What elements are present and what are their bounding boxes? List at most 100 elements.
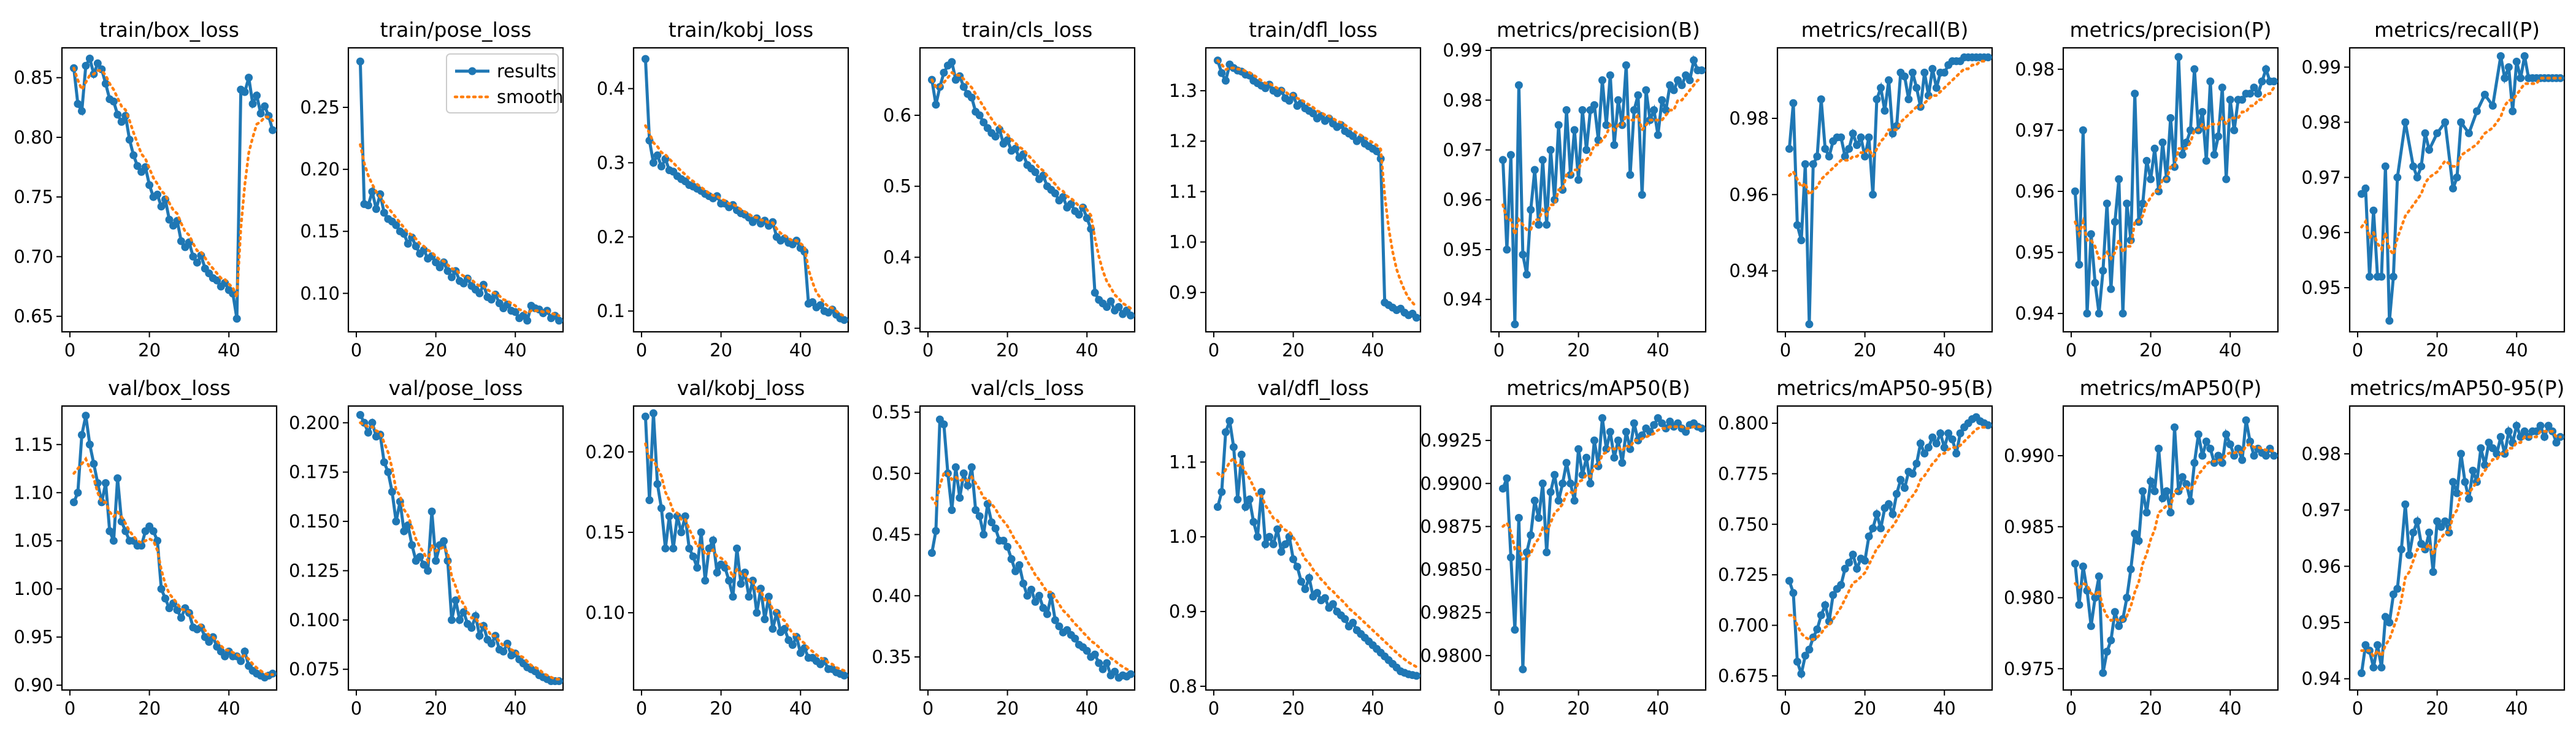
results-point [972,506,980,515]
results-point [2226,96,2234,104]
x-tick-label: 0 [64,340,75,361]
results-point [2242,416,2250,424]
results-point [2158,494,2167,502]
results-point [1543,220,1551,229]
results-point [2091,594,2099,602]
results-point [1698,66,1706,75]
results-point [424,567,432,575]
results-point [1865,133,1873,142]
results-point [1281,540,1290,548]
results-point [1944,429,1953,437]
results-point [1920,68,1929,77]
results-point [780,624,789,633]
y-tick-label: 0.95 [1443,239,1482,260]
y-tick-label: 0.4 [883,247,911,267]
y-tick-label: 0.3 [883,318,911,339]
y-tick-label: 0.96 [1443,190,1482,210]
results-point [2075,261,2083,269]
results-point [1562,106,1571,114]
results-point [2520,427,2529,435]
subplot-title: val/cls_loss [971,376,1084,400]
results-point [689,552,697,561]
results-point [2552,439,2561,447]
x-tick-label: 0 [351,340,362,361]
results-series-line [1216,420,1417,678]
results-point [2079,126,2087,134]
results-point [737,580,745,588]
subplot-title: metrics/mAP50-95(P) [2350,376,2565,400]
subplot-2: train/kobj_loss 0 20 40 0.1 0.2 0.3 0.4 [597,18,849,361]
legend-results-marker [468,67,477,75]
y-tick-label: 1.2 [1169,131,1197,151]
results-point [940,420,948,429]
results-point [1083,646,1091,655]
results-point [2270,451,2278,460]
plot-frame [919,47,1136,333]
results-point [1869,190,1877,199]
results-point [2142,156,2151,165]
results-point [101,79,110,88]
results-point [1566,479,1575,488]
results-point [1801,651,1809,660]
results-point [1245,495,1254,504]
results-point [1127,311,1135,320]
y-tick-label: 0.15 [300,221,340,242]
results-point [432,556,440,565]
results-point [1789,589,1798,597]
results-point [2147,477,2155,486]
results-point [665,512,673,521]
results-point [653,480,662,488]
results-point [2131,90,2139,98]
x-tick-label: 0 [2066,340,2077,361]
results-point [2214,451,2223,460]
subplot-13: val/dfl_loss 0 20 40 0.8 0.9 1.0 1.1 [1169,376,1422,719]
results-point [1677,81,1686,90]
results-point [2449,478,2457,486]
results-series-line [930,415,1132,680]
results-point [2126,565,2135,573]
results-point [2520,52,2529,60]
results-point [1924,443,1933,452]
results-point [2464,129,2473,137]
subplot-10: val/pose_loss 0 20 40 0.075 0.100 0.125 0.150 0.… [289,376,564,719]
results-point [1067,200,1075,209]
results-point [1789,99,1798,107]
subplot-4: train/dfl_loss 0 20 40 0.9 1.0 1.1 1.2 1.3 [1169,18,1422,361]
results-point [1912,83,1921,92]
results-point [2134,537,2143,545]
y-tick-label: 0.95 [2015,242,2055,263]
x-tick-label: 20 [2139,698,2162,719]
results-point [2449,184,2457,193]
y-tick-label: 0.96 [2301,222,2341,243]
x-tick-label: 20 [1567,698,1590,719]
results-point [1273,525,1282,534]
results-point [2461,478,2469,486]
results-point [511,308,519,316]
results-point [1031,597,1040,606]
results-point [555,316,563,325]
results-point [1908,68,1917,77]
results-point [956,494,964,502]
results-point [1932,439,1941,448]
results-point [2262,451,2271,460]
results-point [2393,585,2402,593]
results-point [523,316,532,325]
results-point [1023,591,1032,600]
y-tick-label: 0.99 [2301,56,2341,77]
results-point [1813,625,1822,634]
results-point [1213,503,1222,511]
results-point [1638,191,1646,199]
results-point [1574,175,1583,184]
results-point [1091,288,1099,297]
results-point [1106,297,1115,305]
results-point [1614,96,1622,104]
results-point [2496,52,2505,60]
plot-frame [1205,47,1422,333]
results-point [2469,466,2477,475]
results-point [1413,313,1420,322]
results-point [645,496,654,504]
results-point [2405,551,2413,559]
results-point [2361,641,2370,650]
results-point [2381,613,2390,621]
results-point [2389,272,2398,281]
